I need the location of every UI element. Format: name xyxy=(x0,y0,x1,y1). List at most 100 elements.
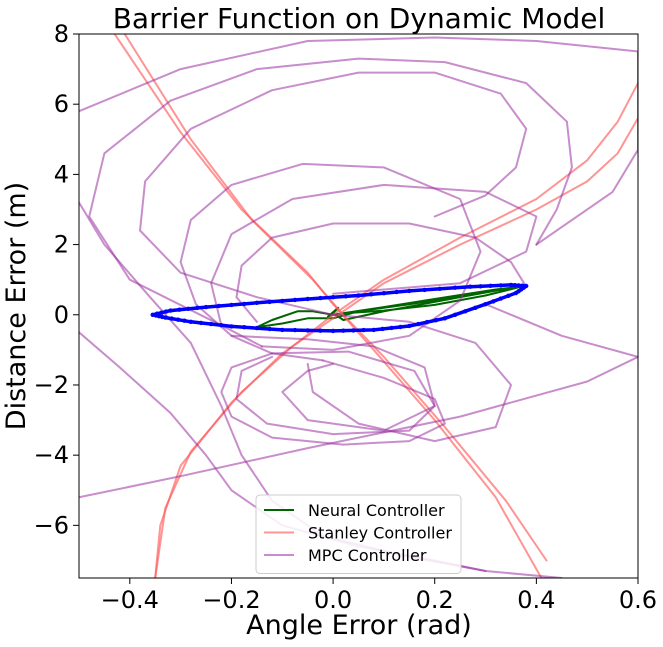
barrier-boundary-point xyxy=(198,320,204,326)
barrier-boundary-point xyxy=(437,286,442,291)
mpc-controller-line xyxy=(235,350,436,436)
y-tick-label: 8 xyxy=(54,20,69,48)
barrier-boundary-point xyxy=(483,302,488,307)
legend: Neural Controller Stanley Controller MPC C… xyxy=(255,494,462,574)
y-tick-label: 6 xyxy=(54,90,69,118)
barrier-boundary-point xyxy=(163,309,169,314)
barrier-boundary-point xyxy=(203,304,209,310)
barrier-boundary-point xyxy=(175,317,181,322)
barrier-boundary-point xyxy=(468,284,473,289)
barrier-boundary-point xyxy=(188,319,193,324)
mpc-controller-line xyxy=(484,303,638,358)
barrier-boundary-point xyxy=(254,325,260,331)
x-tick-label: 0.4 xyxy=(517,586,555,614)
barrier-boundary-point xyxy=(512,283,517,288)
barrier-boundary-point xyxy=(229,302,234,308)
barrier-boundary-point xyxy=(351,328,356,333)
barrier-boundary-point xyxy=(463,309,468,314)
barrier-boundary-point xyxy=(343,294,348,299)
y-tick-label: −6 xyxy=(34,511,69,539)
barrier-boundary-point xyxy=(381,291,387,296)
barrier-boundary-point xyxy=(356,293,361,298)
x-tick-label: 0.6 xyxy=(619,586,657,614)
legend-box xyxy=(255,494,462,574)
barrier-boundary-point xyxy=(407,288,412,294)
barrier-boundary-point xyxy=(478,284,483,289)
barrier-boundary-point xyxy=(433,318,439,323)
legend-label: MPC Controller xyxy=(308,546,427,565)
mpc-controller-line xyxy=(79,36,638,246)
barrier-boundary-point xyxy=(407,323,412,329)
y-tick-label: 4 xyxy=(54,160,69,188)
barrier-boundary-point xyxy=(398,324,403,330)
mpc-controller-line xyxy=(139,71,528,316)
mpc-controller-line xyxy=(230,334,436,432)
stanley-controller-line xyxy=(154,117,638,578)
plot-lines xyxy=(79,34,638,578)
barrier-boundary-point xyxy=(394,289,399,295)
barrier-boundary-point xyxy=(267,299,272,305)
barrier-boundary-point xyxy=(498,283,503,288)
barrier-boundary-point xyxy=(516,283,521,288)
mpc-controller-line xyxy=(235,222,528,323)
plot-frame xyxy=(78,33,639,579)
barrier-boundary-line xyxy=(150,283,528,333)
barrier-boundary-point xyxy=(416,321,421,327)
barrier-boundary-point xyxy=(168,308,173,313)
barrier-boundary-point xyxy=(491,299,496,304)
barrier-boundary-point xyxy=(380,326,385,332)
barrier-boundary-point xyxy=(389,325,394,331)
x-tick-label: −0.4 xyxy=(101,586,159,614)
y-axis: −6 −4 −2 0 2 4 6 8 xyxy=(34,20,79,539)
y-tick-label: 0 xyxy=(54,301,69,329)
barrier-boundary-point xyxy=(280,298,285,304)
y-tick-label: −4 xyxy=(34,441,69,469)
x-axis-label: Angle Error (rad) xyxy=(246,610,472,641)
barrier-boundary-point xyxy=(424,319,430,325)
mpc-controller-line xyxy=(210,183,538,348)
barrier-boundary-point xyxy=(242,301,247,307)
x-tick-label: −0.2 xyxy=(202,586,260,614)
barrier-boundary-point xyxy=(361,327,366,333)
barrier-boundary-point xyxy=(177,307,182,312)
barrier-boundary-point xyxy=(229,324,234,329)
barrier-boundary-point xyxy=(305,328,310,333)
barrier-boundary-point xyxy=(452,312,458,317)
barrier-boundary-point xyxy=(318,295,323,301)
barrier-boundary-point xyxy=(186,306,191,311)
barrier-boundary-point xyxy=(208,321,214,327)
barrier-boundary-point xyxy=(216,303,221,309)
barrier-boundary-point xyxy=(506,293,511,298)
neural-controller-line xyxy=(255,285,523,329)
y-tick-label: 2 xyxy=(54,231,69,259)
x-tick-label: 0.2 xyxy=(416,586,454,614)
barrier-boundary-point xyxy=(159,310,164,315)
legend-label: Neural Controller xyxy=(308,501,445,520)
mpc-controller-line xyxy=(220,352,446,446)
barrier-boundary-point xyxy=(330,328,336,334)
barrier-boundary-point xyxy=(452,285,458,290)
barrier-boundary-point xyxy=(508,282,514,288)
barrier-boundary-point xyxy=(267,326,272,332)
barrier-boundary-point xyxy=(292,297,298,303)
barrier-boundary-point xyxy=(182,318,187,323)
barrier-boundary-point xyxy=(520,283,525,288)
x-axis: −0.4 −0.2 0.0 0.2 0.4 0.6 xyxy=(101,578,657,614)
legend-label: Stanley Controller xyxy=(308,524,452,543)
barrier-boundary-point xyxy=(305,296,310,302)
barrier-boundary-point xyxy=(330,295,336,300)
barrier-boundary-point xyxy=(422,287,427,293)
barrier-boundary-point xyxy=(154,311,160,316)
barrier-boundary-point xyxy=(242,325,247,330)
barrier-boundary-point xyxy=(292,327,298,333)
barrier-boundary-point xyxy=(369,292,374,297)
barrier-boundary-point xyxy=(195,305,200,311)
barrier-boundary-point xyxy=(341,328,346,333)
barrier-boundary-point xyxy=(442,316,448,321)
barrier-boundary-point xyxy=(219,323,224,328)
barrier-boundary-point xyxy=(498,296,503,301)
barrier-boundary-point xyxy=(318,328,323,333)
mpc-controller-line xyxy=(88,57,573,327)
barrier-boundary-point xyxy=(254,300,260,305)
